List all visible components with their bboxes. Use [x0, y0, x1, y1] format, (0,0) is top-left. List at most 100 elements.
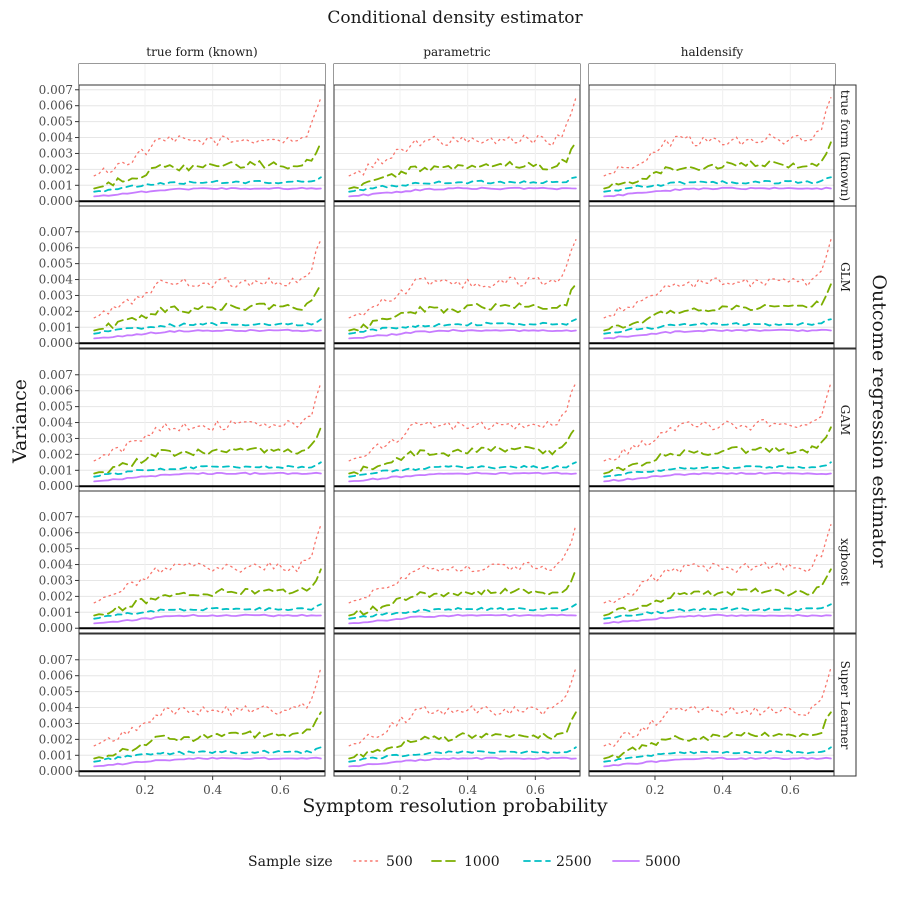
y-tick-label: 0.002	[39, 162, 73, 176]
series-line-5000	[93, 613, 322, 625]
series-line-2500	[348, 318, 577, 335]
series-line-5000	[603, 471, 832, 483]
series-line-1000	[603, 568, 832, 617]
series-line-500	[603, 239, 832, 319]
facet-panel: GAM	[588, 348, 857, 492]
y-tick-label: 0.003	[39, 573, 73, 587]
series-line-1000	[348, 426, 577, 476]
y-tick-label: 0.007	[39, 225, 73, 239]
series-line-500	[603, 382, 832, 462]
x-tick-label: 0.4	[203, 783, 222, 797]
series-line-1000	[93, 711, 322, 760]
y-tick-label: 0.007	[39, 368, 73, 382]
series-line-500	[348, 382, 577, 462]
series-line-1000	[348, 711, 577, 760]
y-tick-label: 0.000	[39, 479, 73, 493]
y-tick-label: 0.004	[39, 273, 74, 287]
series-line-500	[93, 667, 322, 747]
series-line-5000	[603, 756, 832, 768]
facet-panels: true form (known)0.0000.0010.0020.0030.0…	[39, 45, 857, 797]
legend-label: 500	[386, 854, 413, 870]
panel-border	[333, 490, 581, 634]
series-line-2500	[603, 603, 832, 620]
facet-panel: xgboost	[588, 490, 857, 634]
series-line-2500	[603, 176, 832, 193]
series-line-500	[603, 97, 832, 177]
series-line-2500	[348, 746, 577, 763]
column-facet-label: parametric	[423, 45, 491, 59]
panel-background	[334, 491, 580, 633]
series-line-5000	[348, 756, 577, 768]
y-tick-label: 0.005	[39, 685, 73, 699]
y-tick-label: 0.005	[39, 400, 73, 414]
y-tick-label: 0.004	[39, 416, 74, 430]
panel-background	[79, 349, 325, 491]
series-line-1000	[603, 141, 832, 190]
y-tick-label: 0.006	[39, 241, 73, 255]
y-tick-label: 0.000	[39, 336, 73, 350]
facet-panel: GLM	[588, 205, 857, 349]
y-tick-label: 0.007	[39, 653, 73, 667]
x-tick-label: 0.6	[271, 783, 290, 797]
series-line-1000	[93, 283, 322, 332]
panel-background	[589, 349, 835, 491]
series-line-2500	[603, 318, 832, 335]
series-line-1000	[93, 141, 322, 190]
legend-label: 5000	[645, 854, 681, 870]
facet-panel	[333, 348, 581, 492]
y-tick-label: 0.000	[39, 194, 73, 208]
series-line-5000	[603, 328, 832, 340]
panel-border	[78, 633, 326, 777]
series-line-1000	[348, 568, 577, 617]
x-tick-label: 0.6	[781, 783, 800, 797]
panel-background	[334, 206, 580, 348]
y-axis-title: Variance	[9, 379, 31, 464]
column-facet-label: true form (known)	[146, 45, 257, 59]
y-tick-label: 0.005	[39, 542, 73, 556]
y-tick-label: 0.007	[39, 83, 73, 97]
row-strip	[833, 205, 857, 349]
x-tick-label: 0.4	[458, 783, 477, 797]
y-tick-label: 0.001	[39, 748, 73, 762]
series-line-5000	[93, 186, 322, 198]
legend-title: Sample size	[248, 854, 333, 870]
y-tick-label: 0.006	[39, 99, 73, 113]
series-line-5000	[603, 186, 832, 198]
panel-border	[333, 633, 581, 777]
series-line-500	[93, 97, 322, 177]
series-line-500	[93, 524, 322, 604]
panel-border	[78, 205, 326, 349]
y-tick-label: 0.003	[39, 146, 73, 160]
y-tick-label: 0.002	[39, 447, 73, 461]
y-tick-label: 0.002	[39, 732, 73, 746]
series-line-2500	[348, 176, 577, 193]
y-tick-label: 0.003	[39, 288, 73, 302]
x-axis-title: Symptom resolution probability	[302, 795, 608, 817]
y-tick-label: 0.003	[39, 431, 73, 445]
facet-panel	[333, 490, 581, 634]
row-facet-label: GLM	[838, 262, 852, 292]
legend: Sample size 500 1000 2500 5000	[248, 854, 681, 870]
series-line-5000	[348, 328, 577, 340]
series-line-2500	[603, 746, 832, 763]
x-tick-label: 0.6	[526, 783, 545, 797]
panel-background	[589, 491, 835, 633]
panel-background	[79, 206, 325, 348]
row-facet-label: xgboost	[838, 538, 852, 586]
series-line-500	[348, 667, 577, 747]
y-tick-label: 0.007	[39, 510, 73, 524]
series-line-5000	[348, 471, 577, 483]
series-line-2500	[603, 461, 832, 478]
facet-panel	[333, 205, 581, 349]
series-line-1000	[93, 426, 322, 475]
series-line-1000	[348, 283, 577, 332]
series-line-2500	[93, 461, 322, 478]
y-tick-label: 0.004	[39, 558, 74, 572]
facet-panel: true form (known)0.0000.0010.0020.0030.0…	[39, 45, 326, 208]
facet-panel: 0.2 0.4 0.6 Super Learner	[588, 633, 857, 797]
x-tick-label: 0.2	[645, 783, 664, 797]
y-tick-label: 0.002	[39, 304, 73, 318]
series-line-500	[93, 239, 322, 319]
